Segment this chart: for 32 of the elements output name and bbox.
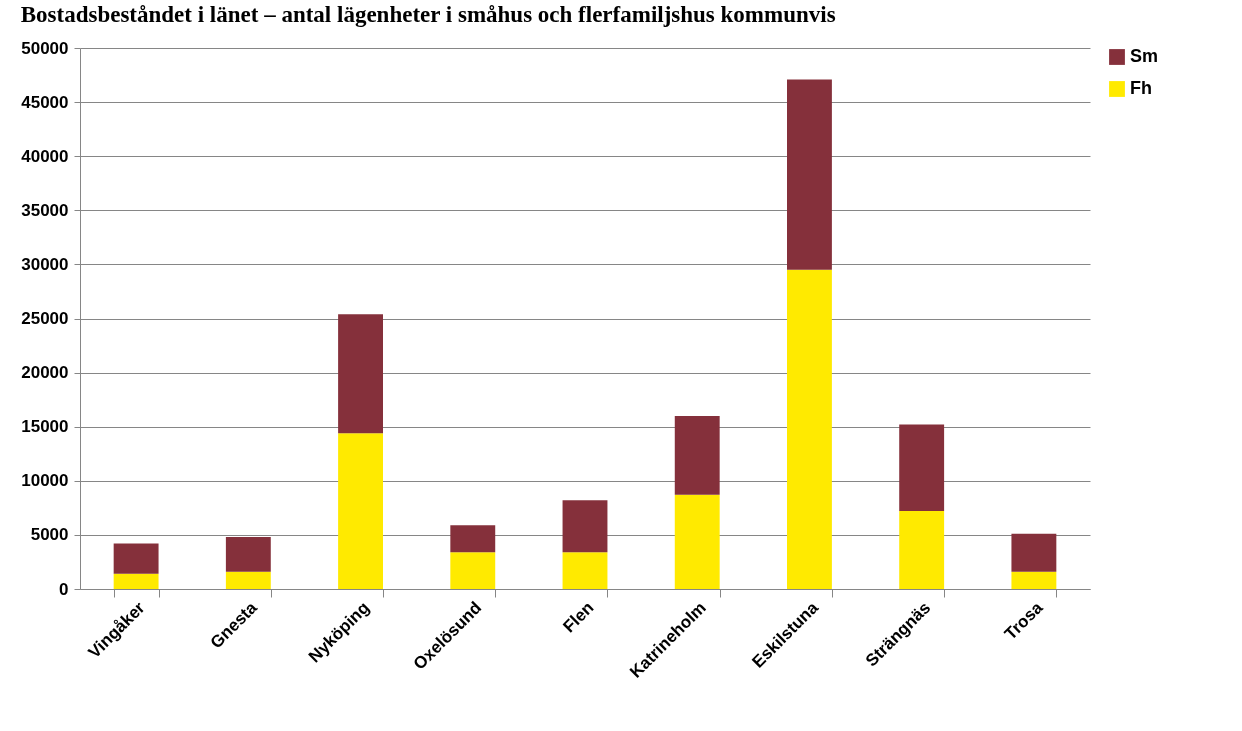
bar — [1011, 533, 1057, 572]
bar — [450, 525, 496, 553]
bar — [899, 424, 945, 512]
legend-label: Fh — [1130, 78, 1152, 98]
y-tick-label: 25000 — [21, 309, 69, 328]
y-tick-label: 45000 — [21, 92, 69, 112]
chart-title: Bostadsbeståndet i länet – antal lägenheter i småhus och flerfamiljshus kommunvis — [20, 2, 836, 27]
bar — [899, 511, 945, 589]
bar — [674, 494, 720, 589]
legend-label: Sm — [1130, 46, 1159, 66]
bar — [450, 552, 496, 589]
y-tick-label: 15000 — [21, 417, 69, 437]
bar — [225, 571, 271, 589]
y-tick-label: 40000 — [21, 146, 69, 166]
bar — [338, 314, 383, 434]
bar — [674, 415, 720, 495]
bar — [1011, 571, 1057, 589]
bar — [113, 543, 159, 574]
bar — [113, 573, 159, 589]
y-tick-label: 10000 — [21, 471, 69, 491]
bar — [562, 552, 608, 589]
y-tick-label: 50000 — [21, 38, 69, 58]
bar — [562, 500, 608, 553]
y-tick-label: 30000 — [21, 254, 69, 274]
bar — [338, 433, 383, 589]
y-tick-label: 20000 — [21, 363, 69, 383]
y-tick-label: 0 — [59, 579, 69, 599]
bar — [787, 269, 832, 589]
y-tick-label: 35000 — [21, 200, 69, 220]
bar — [225, 537, 271, 572]
y-tick-label: 5000 — [30, 525, 69, 545]
bar — [787, 79, 832, 270]
